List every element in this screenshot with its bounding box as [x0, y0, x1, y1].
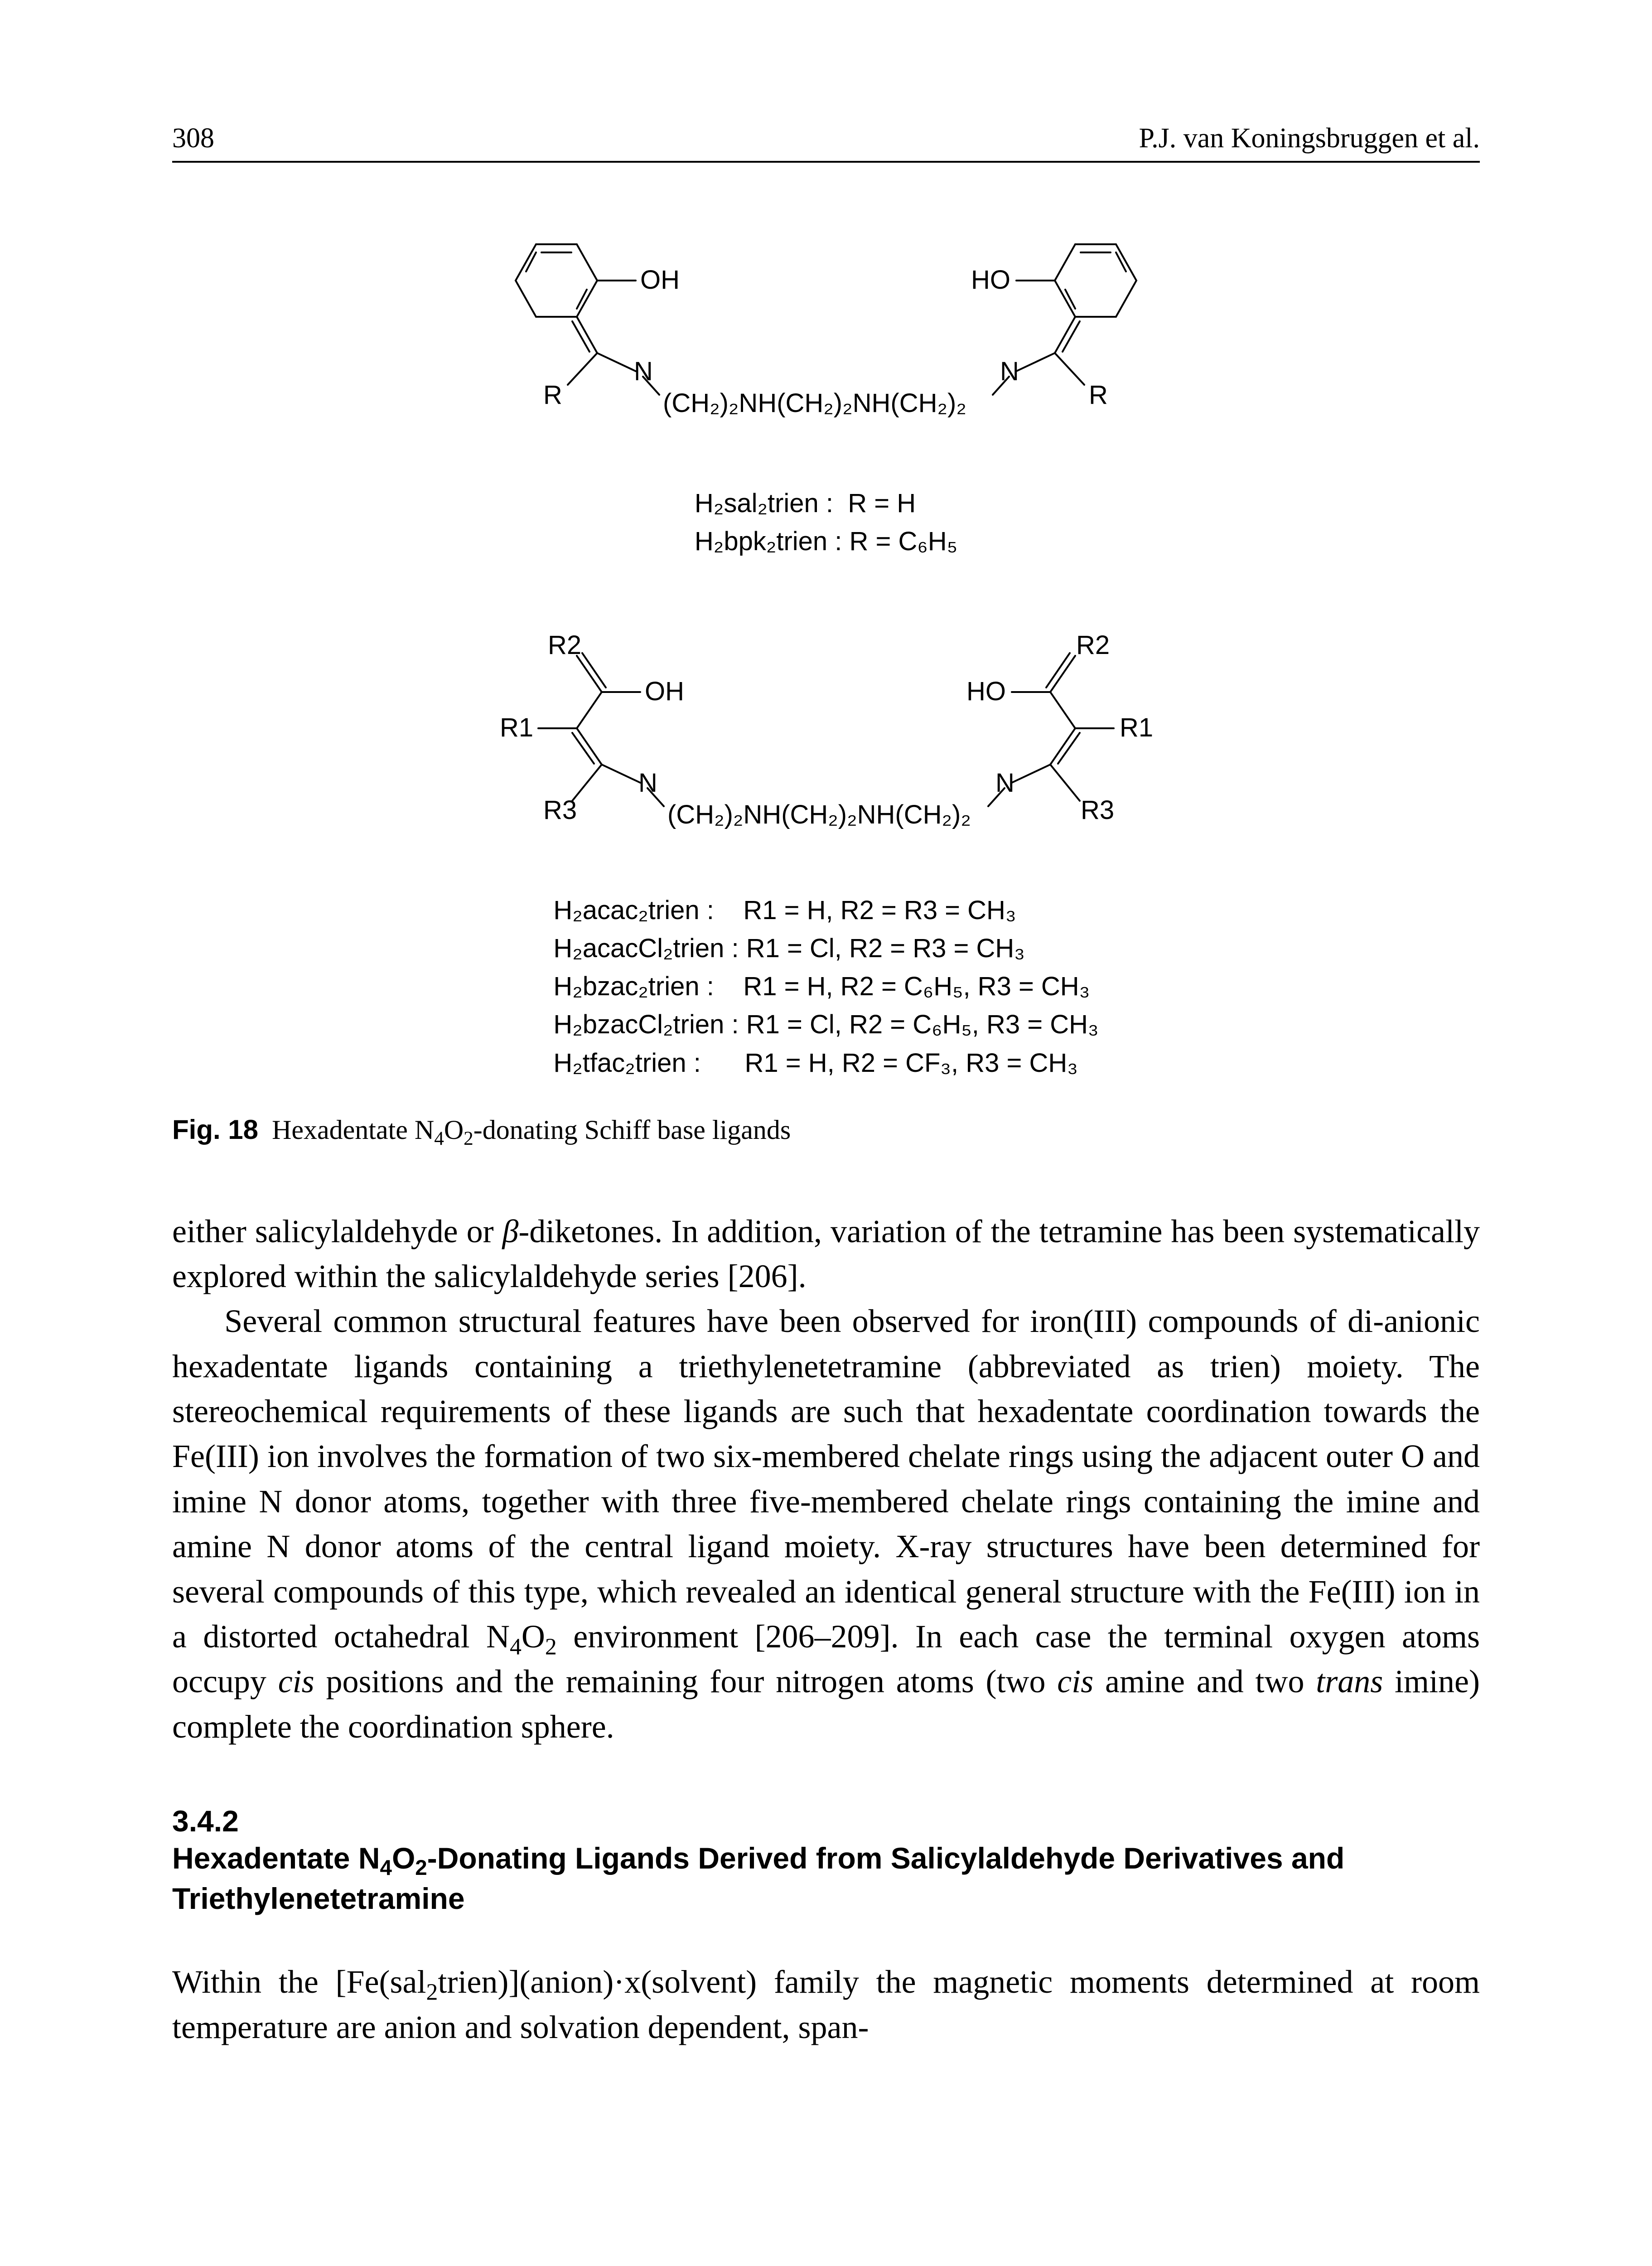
p2trans: trans: [1316, 1663, 1383, 1700]
b-N-right: N: [995, 768, 1014, 798]
p2s4: 4: [510, 1634, 522, 1660]
st-o: O: [392, 1841, 415, 1875]
b-leg2-def: R1 = Cl, R2 = R3 = CH₃: [746, 934, 1025, 963]
p2a: Several common structural features have …: [172, 1303, 1480, 1655]
b-leg1-def: R1 = H, R2 = R3 = CH₃: [743, 896, 1016, 925]
p2c: positions and the remaining four nitroge…: [314, 1663, 1058, 1700]
cap-sub2: 2: [464, 1128, 473, 1149]
label-bridge-top: (CH₂)₂NH(CH₂)₂NH(CH₂)₂: [663, 388, 966, 418]
b-leg5-name: H₂tfac₂trien :: [553, 1048, 700, 1078]
b-leg3-def: R1 = H, R2 = C₆H₅, R3 = CH₃: [743, 972, 1090, 1001]
figure-18-caption: Fig. 18 Hexadentate N4O2-donating Schiff…: [172, 1114, 1480, 1146]
top-legend: H₂sal₂trien : R = H H₂bpk₂trien : R = C₆…: [695, 484, 957, 561]
st-a: Hexadentate N: [172, 1841, 380, 1875]
label-N-left: N: [634, 357, 653, 386]
b-R2-left: R2: [548, 630, 581, 660]
cap-c: -donating Schiff base ligands: [473, 1115, 791, 1145]
top-leg1-def: R = H: [848, 489, 916, 518]
b-R3-left: R3: [543, 795, 577, 825]
b-leg4-def: R1 = Cl, R2 = C₆H₅, R3 = CH₃: [746, 1010, 1099, 1039]
label-R-left: R: [543, 380, 562, 410]
b-leg2-name: H₂acacCl₂trien :: [553, 934, 739, 963]
p1beta: β: [502, 1213, 518, 1249]
cap-a: Hexadentate N: [272, 1115, 434, 1145]
para-1: either salicylaldehyde or β-diketones. I…: [172, 1209, 1480, 1299]
page-number: 308: [172, 122, 214, 155]
bottom-structure-svg: R2 R2 OH HO R1 R1 R3 R3 N N (CH₂)₂NH(CH₂…: [441, 620, 1211, 873]
section-number: 3.4.2: [172, 1804, 1480, 1838]
label-N-right: N: [1000, 357, 1019, 386]
b-OH-right: HO: [966, 677, 1006, 706]
para-3: Within the [Fe(sal2trien)](anion)·x(solv…: [172, 1960, 1480, 2050]
b-bridge: (CH₂)₂NH(CH₂)₂NH(CH₂)₂: [667, 800, 971, 829]
p3a: Within the [Fe(sal: [172, 1964, 426, 2000]
b-N-left: N: [638, 768, 657, 798]
b-OH-left: OH: [645, 677, 684, 706]
p3s2: 2: [426, 1980, 438, 2005]
section-title: Hexadentate N4O2-Donating Ligands Derive…: [172, 1838, 1480, 1919]
p2cis2: cis: [1057, 1663, 1093, 1700]
top-structure-svg: OH HO R R N N (CH₂)₂NH(CH₂)₂NH(CH₂)₂: [441, 217, 1211, 471]
b-R1-left: R1: [500, 713, 533, 742]
p2d: amine and two: [1093, 1663, 1316, 1700]
b-R3-right: R3: [1081, 795, 1114, 825]
para-2: Several common structural features have …: [172, 1299, 1480, 1749]
top-leg2-name: H₂bpk₂trien :: [695, 527, 842, 556]
b-leg5-def: R1 = H, R2 = CF₃, R3 = CH₃: [745, 1048, 1078, 1078]
running-author: P.J. van Koningsbruggen et al.: [1139, 122, 1480, 155]
b-R1-right: R1: [1120, 713, 1153, 742]
b-leg3-name: H₂bzac₂trien :: [553, 972, 714, 1001]
st-s2: 2: [415, 1856, 427, 1880]
bottom-legend: H₂acac₂trien : R1 = H, R2 = R3 = CH₃ H₂a…: [553, 891, 1098, 1082]
p2s2: 2: [545, 1634, 557, 1660]
cap-sub4: 4: [434, 1128, 444, 1149]
top-leg2-def: R = C₆H₅: [850, 527, 958, 556]
label-R-right: R: [1089, 380, 1108, 410]
p1a: either salicylaldehyde or: [172, 1213, 502, 1249]
figure-18: OH HO R R N N (CH₂)₂NH(CH₂)₂NH(CH₂)₂ H₂s…: [172, 217, 1480, 1146]
b-leg4-name: H₂bzacCl₂trien :: [553, 1010, 739, 1039]
label-oh-right: HO: [971, 265, 1010, 295]
label-oh-left: OH: [640, 265, 680, 295]
top-leg1-name: H₂sal₂trien :: [695, 489, 833, 518]
b-R2-right: R2: [1076, 630, 1110, 660]
running-head: 308 P.J. van Koningsbruggen et al.: [172, 122, 1480, 163]
p2o: O: [522, 1618, 545, 1655]
cap-b: O: [444, 1115, 464, 1145]
st-s4: 4: [380, 1856, 392, 1880]
fig-label: Fig. 18: [172, 1114, 258, 1145]
b-leg1-name: H₂acac₂trien :: [553, 896, 714, 925]
p2cis1: cis: [278, 1663, 314, 1700]
